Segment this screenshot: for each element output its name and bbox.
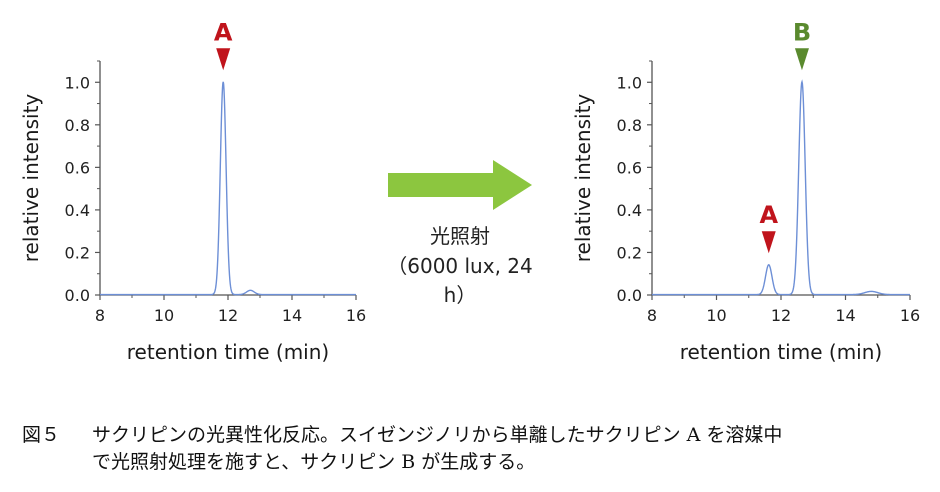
caption-text-1: サクリピンの光異性化反応。スイゼンジノリから単離したサクリピン A を溶媒中	[92, 424, 783, 446]
caption-line-1: 図５ サクリピンの光異性化反応。スイゼンジノリから単離したサクリピン A を溶媒中	[22, 422, 922, 449]
x-tick-label: 12	[771, 306, 791, 325]
y-tick-label: 0.2	[617, 243, 642, 262]
x-tick-label: 8	[95, 306, 105, 325]
y-axis-label: relative intensity	[19, 94, 43, 263]
x-tick-label: 10	[154, 306, 174, 325]
right-arrow-icon	[388, 160, 532, 210]
x-axis-label: retention time (min)	[127, 340, 329, 364]
y-tick-label: 0.8	[65, 116, 90, 135]
chromatogram-after: 0.0 0.2 0.4 0.6 0.8 1.0 8 10 12 14 16 retention tim…	[571, 18, 920, 364]
peak-label: A	[214, 18, 233, 46]
x-tick-label: 10	[706, 306, 726, 325]
x-axis-label: retention time (min)	[680, 340, 882, 364]
y-tick-label: 0.6	[617, 158, 642, 177]
y-tick-label: 0.0	[617, 286, 642, 305]
arrow-condition: （6000 lux, 24 h）	[387, 254, 533, 307]
y-tick-label: 0.8	[617, 116, 642, 135]
figure: 0.0 0.2 0.4 0.6 0.8 1.0 8 10 12 14 16 retention tim…	[19, 18, 920, 364]
peak-marker-icon	[794, 48, 809, 71]
y-tick-label: 0.2	[65, 243, 90, 262]
y-tick-label: 0.0	[65, 286, 90, 305]
figure-number: 図５	[22, 424, 61, 446]
y-tick-label: 0.4	[65, 201, 90, 220]
x-tick-label: 16	[346, 306, 366, 325]
y-tick-label: 0.6	[65, 158, 90, 177]
peak-label: B	[793, 18, 811, 46]
arrow-label: 光照射	[430, 224, 490, 248]
chromatogram-trace	[652, 79, 910, 296]
y-tick-label: 1.0	[617, 73, 642, 92]
x-tick-label: 14	[835, 306, 855, 325]
chromatogram-before: 0.0 0.2 0.4 0.6 0.8 1.0 8 10 12 14 16 retention tim…	[19, 18, 366, 364]
peak-label: A	[759, 201, 778, 229]
figure-caption: 図５ サクリピンの光異性化反応。スイゼンジノリから単離したサクリピン A を溶媒中…	[22, 422, 922, 476]
peak-marker-icon	[761, 231, 776, 254]
x-tick-label: 14	[282, 306, 302, 325]
x-tick-label: 8	[647, 306, 657, 325]
chromatogram-trace	[100, 81, 356, 296]
y-tick-label: 1.0	[65, 73, 90, 92]
peak-marker-icon	[216, 48, 231, 71]
y-axis-label: relative intensity	[571, 94, 595, 263]
x-tick-label: 16	[900, 306, 920, 325]
reaction-arrow-group: 光照射 （6000 lux, 24 h）	[380, 160, 540, 307]
x-tick-label: 12	[218, 306, 238, 325]
y-tick-label: 0.4	[617, 201, 642, 220]
caption-line-2: で光照射処理を施すと、サクリピン B が生成する。	[92, 451, 536, 473]
